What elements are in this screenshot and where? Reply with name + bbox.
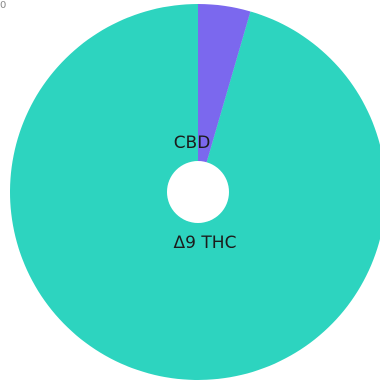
slice-label: CBD xyxy=(174,133,211,153)
slice-label: Δ9 THC xyxy=(174,233,237,253)
pie-slice-cbd[interactable] xyxy=(198,4,251,192)
labels-layer: Δ9 THC CBD xyxy=(174,133,237,253)
corner-text: 0 xyxy=(0,0,6,11)
donut-hole xyxy=(167,161,229,223)
